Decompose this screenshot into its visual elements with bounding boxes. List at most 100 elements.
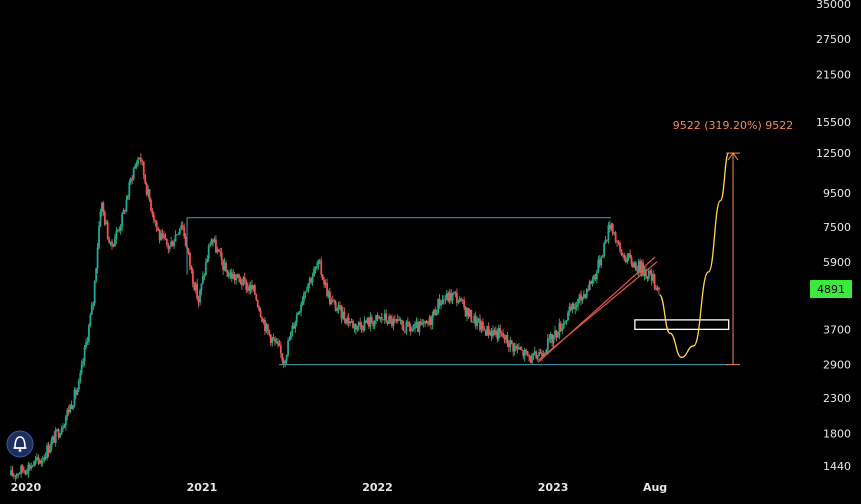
candle-body-up bbox=[50, 440, 53, 449]
y-tick-label: 2900 bbox=[823, 359, 851, 372]
candle-body-up bbox=[199, 290, 201, 303]
candle-body-up bbox=[206, 258, 209, 263]
candle-body-down bbox=[38, 460, 41, 464]
candle-body-up bbox=[544, 353, 546, 354]
candle-body-down bbox=[183, 226, 186, 237]
candle-body-up bbox=[63, 425, 66, 428]
candle-body-up bbox=[15, 473, 18, 477]
candle-body-down bbox=[417, 322, 419, 332]
candle-body-up bbox=[523, 349, 526, 357]
candle-body-down bbox=[467, 308, 470, 317]
candle-body-up bbox=[86, 341, 89, 343]
candle-body-up bbox=[431, 315, 434, 325]
candle-body-down bbox=[190, 266, 193, 271]
candle-body-down bbox=[516, 346, 519, 350]
candle-body-down bbox=[57, 429, 60, 438]
candle-body-up bbox=[34, 459, 37, 462]
candle-body-up bbox=[122, 210, 125, 214]
candle-body-up bbox=[468, 310, 471, 317]
candle-body-down bbox=[155, 221, 158, 228]
candle-body-up bbox=[10, 470, 12, 476]
candle-body-up bbox=[180, 225, 183, 229]
x-tick-label: Aug bbox=[643, 481, 667, 494]
candle-body-down bbox=[559, 323, 562, 331]
candle-body-up bbox=[265, 324, 268, 332]
candle-body-up bbox=[581, 297, 584, 301]
candle-body-up bbox=[311, 276, 314, 283]
candle-body-down bbox=[650, 273, 653, 281]
candle-body-up bbox=[242, 277, 245, 286]
candle-body-up bbox=[305, 290, 308, 292]
candle-body-down bbox=[239, 278, 242, 284]
x-tick-label: 2020 bbox=[11, 481, 42, 494]
candle-body-down bbox=[139, 157, 142, 162]
candle-body-down bbox=[151, 210, 154, 215]
candle-body-up bbox=[549, 333, 552, 340]
candle-body-up bbox=[64, 416, 67, 426]
candle-body-up bbox=[366, 318, 369, 323]
candle-body-up bbox=[27, 464, 30, 474]
y-tick-label: 35000 bbox=[816, 0, 851, 11]
candle-body-up bbox=[116, 229, 119, 232]
candle-body-down bbox=[632, 263, 634, 268]
candle-body-down bbox=[611, 224, 614, 234]
candle-body-up bbox=[173, 241, 175, 247]
candle-body-up bbox=[379, 317, 382, 319]
candle-body-up bbox=[341, 311, 344, 319]
candle-body-down bbox=[266, 324, 269, 331]
candle-body-up bbox=[132, 168, 135, 180]
candle-body-up bbox=[444, 299, 447, 301]
candle-body-down bbox=[243, 277, 246, 281]
measure-arrowhead bbox=[727, 152, 739, 161]
candle-body-up bbox=[95, 268, 98, 281]
candle-body-down bbox=[258, 307, 261, 311]
candle-body-down bbox=[163, 234, 165, 239]
candle-body-up bbox=[176, 234, 178, 235]
candle-body-down bbox=[274, 339, 276, 343]
range-box-top bbox=[186, 217, 611, 275]
candle-body-down bbox=[44, 457, 47, 459]
candle-body-up bbox=[349, 322, 352, 324]
candle-body-up bbox=[356, 326, 359, 330]
candle-body-down bbox=[370, 316, 373, 323]
candle-body-up bbox=[90, 305, 93, 316]
candle-body-up bbox=[396, 319, 399, 322]
candle-body-up bbox=[51, 436, 54, 441]
candle-body-down bbox=[425, 320, 428, 324]
candle-body-down bbox=[499, 327, 502, 333]
candle-body-down bbox=[318, 260, 321, 262]
candle-body-down bbox=[419, 321, 422, 325]
y-tick-label: 27500 bbox=[816, 33, 851, 46]
y-tick-label: 5900 bbox=[823, 256, 851, 269]
candle-body-up bbox=[96, 247, 99, 269]
candle-body-down bbox=[572, 303, 575, 310]
candle-body-up bbox=[597, 259, 600, 272]
candle-body-down bbox=[470, 310, 473, 323]
candle-body-down bbox=[102, 202, 105, 212]
candle-body-down bbox=[191, 270, 194, 284]
candle-body-down bbox=[164, 238, 167, 239]
x-axis: 2020 2021 2022 2023 Aug bbox=[11, 481, 668, 494]
candle-body-up bbox=[564, 321, 567, 323]
candle-body-up bbox=[93, 280, 96, 304]
candle-body-down bbox=[510, 340, 513, 344]
candle-body-up bbox=[88, 325, 90, 342]
candle-body-up bbox=[59, 434, 61, 438]
candle-body-down bbox=[515, 345, 517, 347]
alert-bell-button[interactable] bbox=[6, 430, 34, 458]
candle-body-down bbox=[278, 344, 281, 346]
candle-body-up bbox=[497, 327, 500, 339]
candle-body-up bbox=[300, 304, 302, 312]
candle-body-up bbox=[324, 282, 327, 285]
candle-body-up bbox=[509, 340, 512, 348]
candle-body-up bbox=[204, 262, 207, 275]
candle-body-down bbox=[148, 189, 151, 201]
candle-body-up bbox=[213, 239, 216, 242]
candle-body-up bbox=[294, 322, 297, 329]
candle-body-up bbox=[30, 466, 33, 469]
candle-body-up bbox=[591, 279, 594, 285]
candle-body-up bbox=[561, 328, 564, 331]
candle-body-down bbox=[233, 274, 236, 281]
